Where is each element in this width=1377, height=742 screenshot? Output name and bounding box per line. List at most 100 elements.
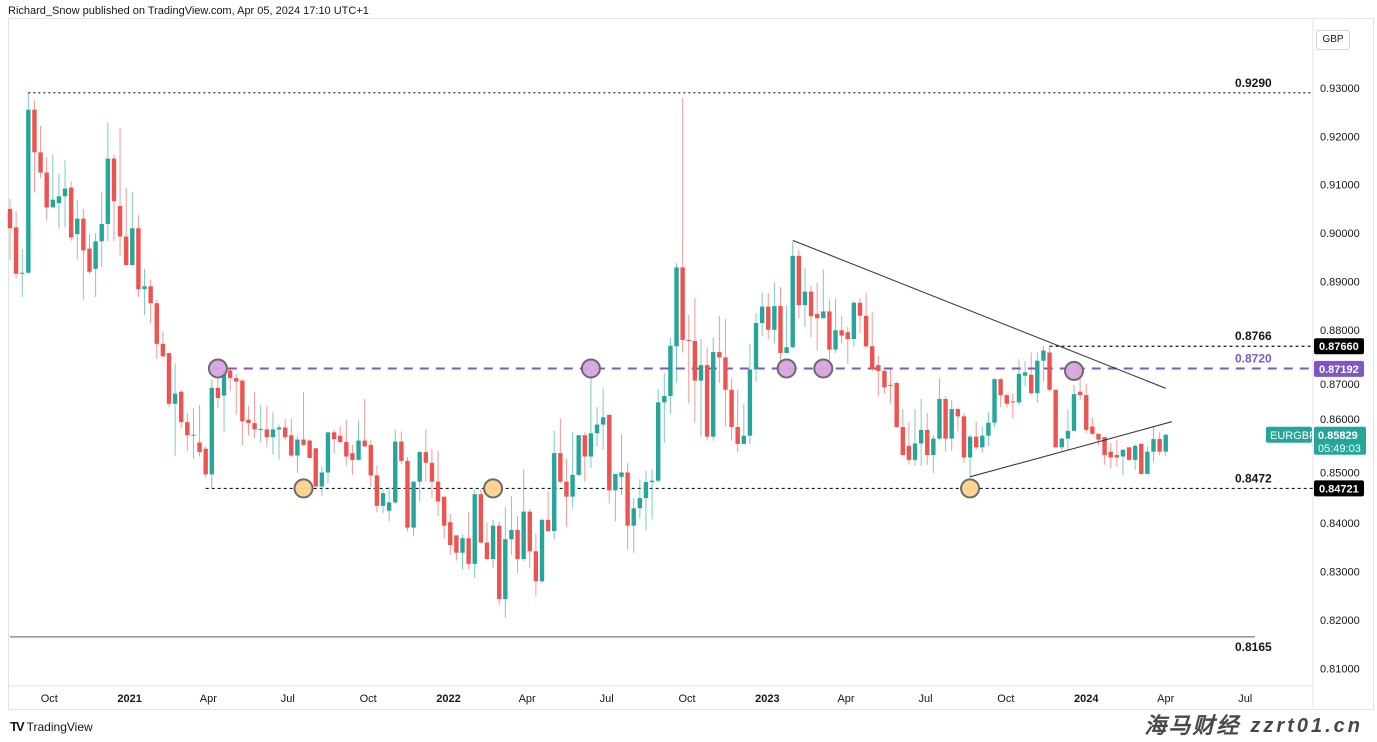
candle-body: [393, 441, 398, 503]
candle-body: [1059, 438, 1064, 448]
x-tick-label: Apr: [200, 693, 217, 705]
candle-body: [246, 419, 251, 424]
candle-body: [692, 340, 698, 381]
x-tick-label: Oct: [678, 693, 695, 705]
candle-body: [325, 432, 331, 473]
resistance-touch-marker: [1064, 360, 1085, 381]
candle-body: [344, 441, 349, 457]
candle-body: [1035, 360, 1040, 394]
candle-body: [179, 391, 184, 423]
candle-body: [564, 481, 569, 497]
candle-body: [735, 427, 740, 444]
candle-body: [1096, 433, 1101, 440]
x-tick-label: Apr: [1157, 693, 1174, 705]
x-tick-label: Oct: [997, 693, 1014, 705]
candle-body: [466, 538, 471, 564]
candle-body: [821, 311, 826, 319]
price-tag-label: 0.87192: [1319, 364, 1359, 376]
candle-body: [380, 493, 386, 506]
x-tick-label: Jul: [600, 693, 614, 705]
candle-body: [44, 172, 49, 208]
candle-body: [759, 306, 765, 324]
level-label: 0.8766: [1235, 329, 1272, 343]
y-tick-label: 0.86000: [1320, 414, 1360, 426]
watermark-url: zzrt01.cn: [1250, 715, 1363, 737]
candle-body: [778, 306, 783, 354]
candle-body: [234, 378, 239, 382]
candle-body: [723, 357, 728, 390]
y-tick-label: 0.85000: [1320, 467, 1360, 479]
candle-body: [1132, 445, 1138, 460]
candle-body: [539, 519, 545, 582]
candle-body: [790, 255, 795, 348]
candle-body: [130, 228, 135, 265]
candle-body: [1163, 434, 1168, 452]
candle-body: [674, 267, 679, 347]
candle-body: [912, 443, 918, 460]
tradingview-logo[interactable]: TV TradingView: [10, 719, 93, 734]
x-tick-label: Jul: [918, 693, 932, 705]
candle-body: [980, 435, 985, 448]
candle-body: [882, 370, 887, 388]
y-tick-label: 0.84000: [1320, 518, 1360, 530]
candle-body: [931, 438, 936, 456]
candle-body: [270, 429, 276, 438]
candle-body: [38, 152, 43, 173]
candle-body: [533, 551, 539, 582]
candle-body: [839, 330, 844, 336]
x-tick-label: Jul: [1238, 693, 1252, 705]
candle-body: [478, 494, 484, 543]
candle-body: [227, 370, 233, 379]
y-tick-label: 0.87000: [1320, 379, 1360, 391]
candle-body: [857, 302, 863, 316]
candle-body: [111, 158, 117, 202]
x-tick-label: 2024: [1074, 693, 1099, 705]
candle-body: [356, 440, 361, 460]
candle-body: [796, 255, 802, 306]
candle-body: [252, 423, 257, 430]
candle-body: [160, 343, 166, 357]
level-label: 0.9290: [1235, 76, 1272, 90]
candle-body: [1041, 350, 1046, 361]
candle-body: [784, 347, 789, 354]
candle-body: [1120, 449, 1126, 457]
level-label: 0.8472: [1235, 471, 1272, 485]
candle-body: [588, 433, 594, 457]
candle-body: [967, 436, 973, 458]
candle-body: [1139, 443, 1144, 474]
x-tick-label: Oct: [360, 693, 377, 705]
candle-body: [350, 453, 355, 460]
candle-body: [925, 429, 930, 456]
candle-body: [894, 382, 899, 428]
currency-button[interactable]: GBP: [1316, 30, 1350, 50]
candle-body: [637, 498, 643, 509]
candle-body: [136, 228, 141, 290]
price-tag: [1314, 338, 1364, 355]
candle-body: [172, 393, 178, 404]
candle-body: [558, 453, 563, 482]
candle-body: [240, 380, 245, 422]
candle-body: [949, 409, 954, 439]
candle-body: [833, 330, 838, 350]
candle-body: [331, 432, 337, 440]
y-tick-label: 0.81000: [1320, 663, 1360, 675]
candle-body: [276, 427, 282, 430]
y-tick-label: 0.91000: [1320, 180, 1360, 192]
candle-body: [221, 370, 227, 396]
candle-body: [435, 481, 441, 502]
candle-body: [117, 205, 123, 237]
trendline: [969, 421, 1172, 478]
candle-body: [1108, 451, 1113, 458]
candle-body: [411, 481, 416, 528]
candle-body: [20, 272, 25, 274]
candle-body: [1102, 437, 1107, 456]
candle-body: [1071, 394, 1077, 431]
candle-body: [1065, 430, 1071, 439]
candle-body: [1004, 395, 1009, 404]
candle-body: [643, 482, 649, 499]
watermark: 海马财经 zzrt01.cn: [1144, 711, 1363, 741]
candle-body: [772, 306, 777, 330]
candle-body: [992, 379, 997, 423]
candle-body: [295, 439, 300, 456]
